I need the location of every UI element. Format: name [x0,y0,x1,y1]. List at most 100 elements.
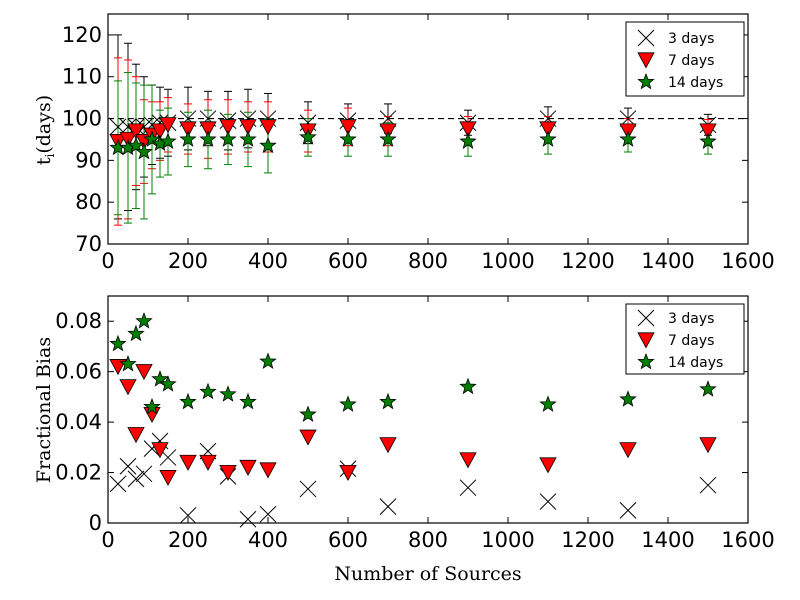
bottom-legend: 3 days 7 days 14 days [625,303,745,375]
top-ytick-label: 80 [75,190,102,214]
top-xtick-label: 400 [248,249,288,273]
top-legend-marker [637,29,655,47]
bottom-panel: 0 200 400 600 800 1000 1200 1400 1600 0 0.02 0.04 0.… [33,295,775,585]
bottom-point-3-days [379,498,397,515]
bottom-xtick-label: 1200 [561,528,614,552]
bottom-point-7-days [159,469,177,487]
bottom-point-3-days [459,479,477,497]
bottom-point-14-days [259,352,277,369]
top-xtick-label: 600 [328,249,368,273]
top-legend-label: 3 days [668,31,714,47]
top-point-14-days [159,132,177,149]
bottom-xtick-label: 800 [408,528,448,552]
bottom-legend-label: 14 days [668,355,723,371]
top-ytick-label: 100 [62,107,102,131]
bottom-point-3-days [135,465,153,483]
bottom-point-7-days [699,437,717,454]
top-point-7-days [539,121,557,138]
bottom-xtick-label: 1000 [481,528,534,552]
bottom-point-14-days [459,377,477,395]
top-point-14-days [219,130,237,147]
top-legend-label: 7 days [668,53,714,69]
top-point-14-days [699,132,717,149]
bottom-point-7-days [135,364,153,381]
top-xtick-label: 1400 [641,249,694,273]
top-ylabel: ti(days) [33,95,57,165]
bottom-point-14-days [219,385,237,402]
top-point-14-days [539,130,557,147]
bottom-xtick-label: 0 [101,528,114,552]
bottom-xlabel: Number of Sources [334,563,521,585]
top-point-14-days [459,132,477,149]
top-point-7-days [699,123,717,140]
top-xtick-label: 1600 [721,249,774,273]
top-ytick-label: 70 [75,232,102,256]
bottom-point-3-days [119,457,137,475]
bottom-point-14-days [339,395,357,412]
top-point-14-days [339,130,357,147]
bottom-point-3-days [127,470,145,488]
bottom-xtick-label: 200 [168,528,208,552]
top-ytick-label: 110 [62,65,102,89]
top-point-14-days [619,130,637,147]
top-panel: 0 200 400 600 800 1000 1200 1400 1600 70 80 90 100 11… [33,13,775,273]
bottom-point-7-days [151,442,169,459]
bottom-point-7-days [127,427,145,444]
bottom-legend-marker [637,309,655,327]
bottom-xtick-label: 1400 [641,528,694,552]
bottom-point-3-days [619,502,637,519]
top-xtick-label: 1200 [561,249,614,273]
top-point-7-days [239,119,257,136]
top-point-7-days [459,121,477,138]
bottom-point-3-days [179,507,197,524]
bottom-ytick-label: 0.02 [55,461,102,485]
bottom-point-7-days [239,459,257,476]
bottom-point-14-days [135,312,153,329]
bottom-point-7-days [259,462,277,479]
top-point-14-days [299,128,317,145]
bottom-point-14-days [539,395,557,412]
top-point-14-days [135,142,153,160]
bottom-point-14-days [109,334,127,352]
top-legend: 3 days 7 days 14 days [625,21,745,97]
bottom-point-3-days [299,480,317,498]
top-xtick-label: 0 [101,249,114,273]
bottom-point-7-days [179,454,197,471]
bottom-point-14-days [379,392,397,410]
bottom-legend-marker [637,332,655,349]
bottom-legend-label: 3 days [668,311,714,327]
bottom-point-7-days [379,437,397,454]
top-point-14-days [179,130,197,147]
bottom-point-3-days [109,475,127,493]
bottom-point-3-days [239,510,257,528]
bottom-point-14-days [127,324,145,342]
bottom-point-14-days [199,382,217,400]
top-legend-marker [637,72,655,90]
top-xtick-label: 200 [168,249,208,273]
bottom-point-7-days [339,464,357,481]
top-point-7-days [179,121,197,138]
bottom-ylabel: Fractional Bias [33,337,55,483]
bottom-point-7-days [219,464,237,481]
bottom-point-3-days [259,505,277,523]
bottom-ytick-label: 0.08 [55,309,102,333]
bottom-point-3-days [539,493,557,510]
bottom-xtick-label: 400 [248,528,288,552]
top-point-7-days [339,119,357,136]
bottom-point-14-days [179,392,197,410]
top-point-14-days [259,136,277,154]
bottom-point-7-days [199,454,217,471]
bottom-xtick-label: 600 [328,528,368,552]
bottom-ytick-label: 0.06 [55,360,102,384]
bottom-ytick-label: 0 [89,511,102,535]
bottom-ytick-label: 0.04 [55,410,102,434]
bottom-point-7-days [119,379,137,396]
bottom-point-14-days [699,380,717,397]
top-point-7-days [199,121,217,138]
top-point-7-days [127,123,145,140]
top-ytick-label: 120 [62,23,102,47]
top-point-14-days [239,130,257,147]
bottom-point-14-days [159,375,177,392]
bottom-point-14-days [619,390,637,407]
